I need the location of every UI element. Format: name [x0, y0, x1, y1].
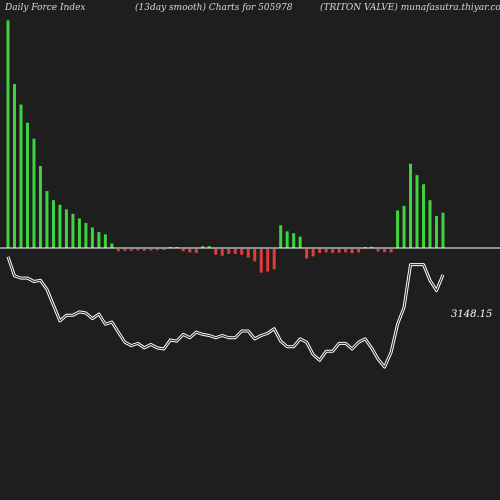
- force-index-bar: [71, 213, 75, 248]
- chart-header-center: (13day smooth) Charts for 505978: [135, 3, 293, 13]
- force-index-bar: [149, 249, 153, 251]
- force-index-bar: [357, 249, 361, 253]
- force-index-bar: [305, 249, 309, 259]
- force-index-bar: [123, 249, 127, 251]
- force-index-bar: [45, 191, 49, 248]
- last-price-label: 3148.15: [451, 309, 492, 320]
- force-index-bar: [415, 175, 419, 248]
- force-index-bar: [324, 249, 328, 253]
- force-index-bar: [285, 231, 289, 248]
- force-index-bar: [253, 249, 257, 262]
- force-index-bar: [116, 249, 120, 252]
- force-index-bar: [435, 216, 439, 248]
- force-index-bar: [214, 249, 218, 255]
- force-index-bar: [6, 20, 10, 249]
- force-index-bar: [142, 249, 146, 251]
- force-index-bar: [318, 249, 322, 254]
- force-index-bar: [84, 222, 88, 248]
- price-line: [7, 256, 444, 368]
- force-index-bar: [136, 249, 140, 251]
- force-index-bar: [188, 249, 192, 253]
- force-index-bar: [422, 184, 426, 248]
- force-index-bar: [240, 249, 244, 255]
- force-index-bars: [6, 20, 445, 273]
- force-index-bar: [233, 249, 237, 254]
- force-index-bar: [272, 249, 276, 270]
- force-index-bar: [370, 246, 374, 248]
- force-index-bar: [162, 249, 166, 250]
- force-index-bar: [97, 232, 101, 248]
- force-index-bar: [227, 249, 231, 254]
- force-index-bar: [441, 212, 445, 248]
- force-index-bar: [90, 227, 94, 248]
- force-index-bar: [402, 205, 406, 248]
- force-index-bar: [279, 225, 283, 248]
- force-index-bar: [64, 209, 68, 248]
- force-index-bar: [350, 249, 354, 254]
- force-index-bar: [19, 104, 23, 248]
- force-index-bar: [155, 249, 159, 251]
- force-index-bar: [344, 249, 348, 253]
- force-index-bar: [376, 249, 380, 252]
- force-index-bar: [77, 218, 81, 248]
- force-index-bar: [389, 249, 393, 253]
- force-index-bar: [201, 246, 205, 248]
- force-index-bar: [246, 249, 250, 258]
- force-index-bar: [181, 249, 185, 252]
- force-index-bar: [110, 243, 114, 248]
- force-index-bar: [396, 210, 400, 248]
- price-line-group: [6, 256, 445, 369]
- force-index-bar: [220, 249, 224, 256]
- force-index-bar: [25, 122, 29, 248]
- force-index-bar: [103, 234, 107, 248]
- force-index-bar: [38, 166, 42, 248]
- force-index-bar: [298, 236, 302, 248]
- force-index-bar: [51, 200, 55, 248]
- force-index-bar: [207, 246, 211, 248]
- force-index-bar: [428, 200, 432, 248]
- force-index-bar: [12, 84, 16, 248]
- force-index-bar: [194, 249, 198, 253]
- force-index-bar: [58, 204, 62, 248]
- force-index-bar: [292, 233, 296, 248]
- chart-header-left: Daily Force Index: [5, 3, 86, 13]
- force-index-bar: [331, 249, 335, 253]
- force-index-bar: [259, 249, 263, 273]
- force-index-bar: [337, 249, 341, 253]
- force-index-bar: [383, 249, 387, 253]
- force-index-bar: [32, 138, 36, 248]
- force-index-bar: [311, 249, 315, 257]
- chart-header-right: (TRITON VALVE) munafasutra.thiyar.com: [320, 3, 500, 13]
- force-index-bar: [129, 249, 133, 251]
- price-line-outline: [6, 256, 445, 369]
- force-index-bar: [266, 249, 270, 272]
- force-index-bar: [409, 163, 413, 248]
